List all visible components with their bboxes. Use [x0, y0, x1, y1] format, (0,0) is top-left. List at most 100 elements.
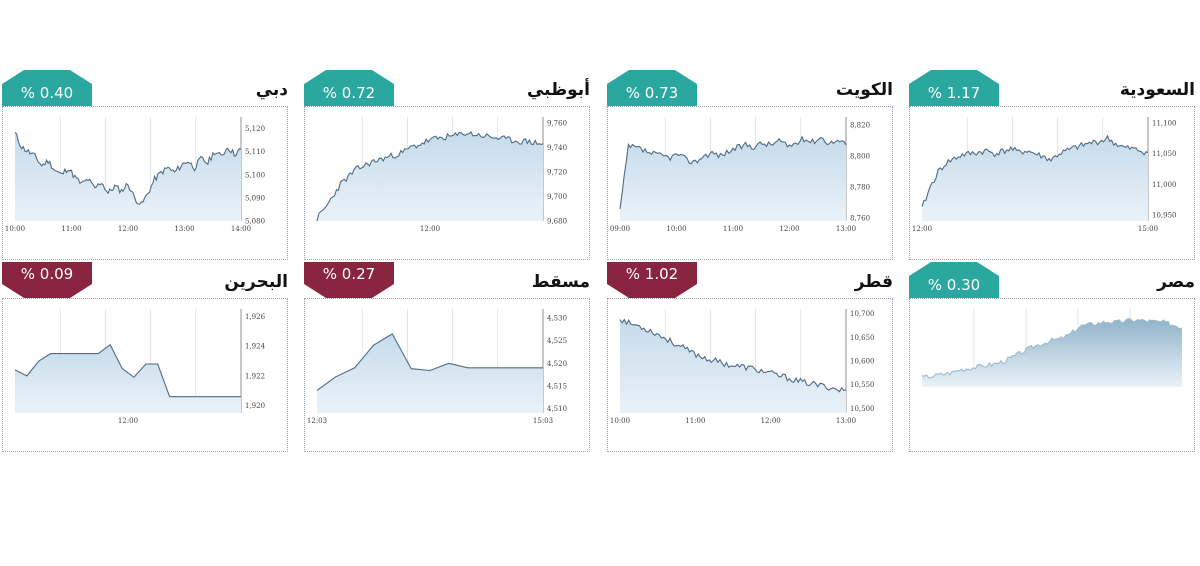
series-line	[316, 130, 544, 222]
plot-area: 10,700 10,650 10,600 10,550 10,500 10:00 11:00…	[607, 298, 893, 452]
chart-muscat: مسقط % 0.27 4,530 4,525 4,520 4,515 4,510 12:03…	[304, 262, 590, 452]
x-tick-label: 11:00	[685, 417, 705, 425]
change-percent: % 0.73	[625, 84, 679, 102]
chart-title: قطر	[854, 272, 893, 292]
x-tick-label: 11:00	[723, 225, 743, 233]
y-tick-label: 4,525	[547, 337, 567, 345]
series-area	[620, 136, 846, 221]
y-tick-label: 9,760	[547, 120, 567, 128]
y-tick-label: 10,650	[850, 334, 875, 342]
x-tick-label: 12:00	[912, 225, 932, 233]
change-up-badge: % 0.30	[909, 262, 999, 298]
y-tick-label: 1,920	[245, 402, 265, 410]
series-area	[15, 344, 241, 413]
chart-svg	[921, 309, 1183, 387]
x-tick-label: 13:00	[836, 417, 856, 425]
change-percent: % 1.02	[625, 265, 679, 283]
chart-bahrain: البحرين % 0.09 1,926 1,924 1,922 1,920 12:00	[2, 262, 288, 452]
badge-shape	[909, 70, 999, 106]
chart-dubai: دبي % 0.40 5,120 5,110 5,100 5,090 5,080 10:00 1…	[2, 70, 288, 260]
x-tick-label: 13:00	[836, 225, 856, 233]
x-tick-label: 13:00	[174, 225, 194, 233]
y-tick-label: 1,922	[245, 372, 265, 380]
chart-title: دبي	[255, 80, 288, 100]
series-line	[316, 333, 543, 391]
x-tick-label: 10:00	[5, 225, 25, 233]
chart-svg: 9,760 9,740 9,720 9,700 9,680 12:00	[316, 117, 567, 233]
x-tick-label: 12:00	[761, 417, 781, 425]
x-tick-label: 12:03	[307, 417, 327, 425]
y-tick-label: 9,700	[547, 193, 567, 201]
y-tick-label: 10,600	[850, 358, 875, 366]
y-tick-label: 8,780	[850, 183, 870, 191]
y-tick-label: 9,680	[547, 218, 567, 226]
y-tick-label: 5,090	[245, 194, 265, 202]
plot-area: 5,120 5,110 5,100 5,090 5,080 10:00 11:00 12:00…	[2, 106, 288, 260]
chart-title: مصر	[1157, 272, 1195, 292]
x-tick-label: 10:00	[610, 417, 630, 425]
y-tick-label: 10,950	[1152, 211, 1177, 219]
y-tick-label: 11,000	[1152, 181, 1177, 189]
badge-shape	[304, 70, 394, 106]
y-tick-label: 9,720	[547, 169, 567, 177]
y-tick-label: 5,100	[245, 171, 265, 179]
change-down-badge: % 0.09	[2, 262, 92, 298]
chart-title: البحرين	[224, 272, 288, 292]
series-line	[619, 318, 847, 393]
chart-title: أبوظبي	[526, 80, 590, 100]
badge-shape	[2, 70, 92, 106]
badge-shape	[2, 262, 92, 298]
change-percent: % 0.30	[927, 276, 981, 294]
badge-shape	[909, 262, 999, 298]
x-tick-label: 11:00	[61, 225, 81, 233]
chart-abudhabi: أبوظبي % 0.72 9,760 9,740 9,720 9,700 9,680 12:…	[304, 70, 590, 260]
y-tick-label: 4,515	[547, 382, 567, 390]
chart-svg: 11,100 11,050 11,000 10,950 12:00 15:00	[912, 117, 1177, 233]
y-tick-label: 5,120	[245, 125, 265, 133]
series-area	[15, 132, 241, 221]
x-tick-label: 12:00	[779, 225, 799, 233]
series-area	[317, 333, 543, 413]
x-tick-label: 09:00	[610, 225, 630, 233]
y-tick-label: 10,500	[850, 405, 875, 413]
x-tick-label: 10:00	[666, 225, 686, 233]
chart-svg: 4,530 4,525 4,520 4,515 4,510 12:03 15:03	[307, 309, 567, 425]
y-tick-label: 8,760	[850, 214, 870, 222]
y-tick-label: 8,800	[850, 152, 870, 160]
plot-area: 9,760 9,740 9,720 9,700 9,680 12:00	[304, 106, 590, 260]
x-tick-label: 15:00	[1138, 225, 1158, 233]
y-tick-label: 8,820	[850, 121, 870, 129]
change-percent: % 0.09	[20, 265, 74, 283]
y-tick-label: 4,520	[547, 360, 567, 368]
change-up-badge: % 0.73	[607, 70, 697, 106]
change-down-badge: % 0.27	[304, 262, 394, 298]
x-tick-label: 12:00	[420, 225, 440, 233]
chart-svg: 10,700 10,650 10,600 10,550 10,500 10:00 11:00…	[610, 309, 875, 425]
x-tick-label: 14:00	[231, 225, 251, 233]
y-tick-label: 1,926	[245, 313, 266, 321]
change-up-badge: % 1.17	[909, 70, 999, 106]
badge-shape	[304, 262, 394, 298]
chart-saudi: السعودية % 1.17 11,100 11,050 11,000 10,950 12…	[909, 70, 1195, 260]
y-tick-label: 4,510	[547, 405, 567, 413]
badge-shape	[607, 70, 697, 106]
y-tick-label: 9,740	[547, 144, 567, 152]
chart-title: السعودية	[1119, 80, 1195, 100]
series-line	[14, 343, 241, 398]
series-area	[317, 131, 543, 221]
x-tick-label: 12:00	[118, 225, 138, 233]
x-tick-label: 15:03	[533, 417, 553, 425]
change-percent: % 0.40	[20, 84, 74, 102]
change-percent: % 0.72	[322, 84, 376, 102]
chart-title: مسقط	[531, 272, 590, 292]
series-area	[922, 318, 1182, 387]
change-down-badge: % 1.02	[607, 262, 697, 298]
y-tick-label: 11,050	[1152, 150, 1177, 158]
x-tick-label: 12:00	[118, 417, 138, 425]
y-tick-label: 5,080	[245, 218, 265, 226]
chart-svg: 5,120 5,110 5,100 5,090 5,080 10:00 11:00 12:00…	[5, 117, 265, 233]
y-tick-label: 4,530	[547, 315, 567, 323]
chart-qatar: قطر% 1.02 10,700 10,650 10,600 10,550 10,500 1…	[607, 262, 893, 452]
plot-area: 4,530 4,525 4,520 4,515 4,510 12:03 15:03	[304, 298, 590, 452]
y-tick-label: 10,550	[850, 381, 875, 389]
